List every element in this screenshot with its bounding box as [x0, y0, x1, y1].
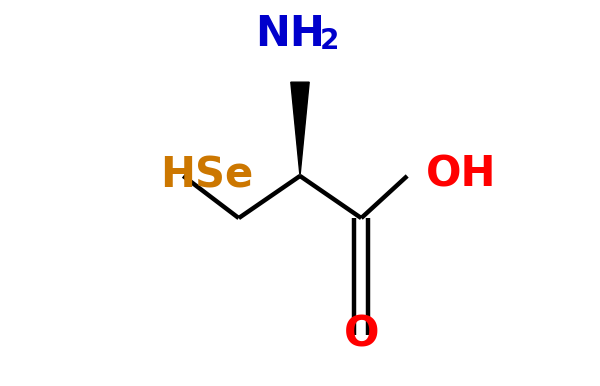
Text: HSe: HSe — [160, 155, 254, 197]
Text: OH: OH — [427, 153, 497, 195]
Text: O: O — [344, 314, 379, 356]
Text: 2: 2 — [320, 27, 339, 55]
Text: NH: NH — [256, 14, 325, 55]
Polygon shape — [291, 82, 309, 176]
